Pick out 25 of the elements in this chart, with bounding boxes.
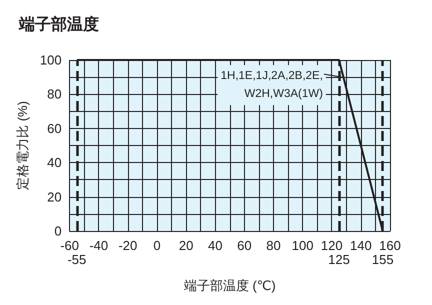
x-tick-label: 0: [153, 238, 161, 253]
x-tick-label: 160: [379, 238, 401, 253]
y-tick-label: 0: [54, 224, 62, 238]
y-axis-title: 定格電力比 (%): [15, 101, 30, 190]
chart-title: 端子部温度: [18, 14, 99, 34]
ref-line-label: 125: [328, 252, 350, 267]
x-tick-label: 100: [292, 238, 314, 253]
y-tick-label: 100: [40, 52, 62, 68]
x-tick-label: 120: [320, 238, 343, 253]
x-axis-title: 端子部温度 (℃): [184, 278, 276, 293]
x-tick-label: -20: [118, 238, 138, 253]
ref-line-label: -55: [67, 252, 86, 267]
x-tick-label: 60: [237, 238, 252, 253]
ref-line-label: 155: [372, 252, 394, 267]
annotation: 1H,1E,1J,2A,2B,2E, W2H,W3A(1W): [220, 70, 324, 100]
x-tick-label: 20: [178, 238, 194, 253]
x-tick-label: 140: [350, 238, 372, 253]
x-tick-label: -40: [89, 238, 108, 253]
y-tick-label: 20: [47, 189, 62, 204]
y-tick-label: 40: [47, 155, 62, 170]
x-tick-label: -60: [60, 238, 79, 253]
x-tick-label: 80: [266, 238, 281, 253]
x-tick-label: 40: [208, 238, 222, 253]
y-tick-label: 60: [47, 120, 62, 136]
y-tick-label: 80: [47, 86, 62, 102]
